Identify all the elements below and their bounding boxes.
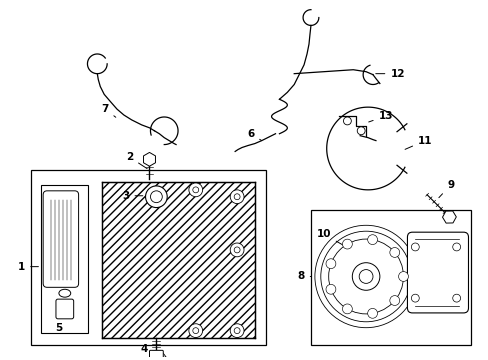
Text: 11: 11 — [404, 136, 431, 149]
Circle shape — [234, 328, 240, 334]
Circle shape — [325, 259, 335, 269]
Circle shape — [410, 243, 418, 251]
Circle shape — [192, 187, 198, 193]
Bar — [31, 170, 265, 345]
Text: 12: 12 — [375, 69, 404, 79]
Bar — [310, 210, 470, 345]
Circle shape — [192, 328, 198, 334]
Ellipse shape — [59, 289, 71, 297]
Circle shape — [314, 225, 416, 328]
Bar — [102, 182, 254, 338]
Circle shape — [230, 243, 244, 257]
Text: 1: 1 — [18, 262, 39, 272]
Circle shape — [357, 127, 365, 135]
Text: 4: 4 — [141, 345, 156, 354]
Text: 9: 9 — [438, 180, 453, 198]
Circle shape — [234, 247, 240, 253]
FancyBboxPatch shape — [149, 350, 163, 360]
Circle shape — [325, 284, 335, 294]
Bar — [41, 185, 88, 333]
Text: 8: 8 — [297, 271, 310, 282]
Circle shape — [410, 294, 418, 302]
Text: 3: 3 — [122, 191, 142, 201]
FancyBboxPatch shape — [56, 299, 74, 319]
Circle shape — [359, 270, 372, 283]
Circle shape — [343, 117, 350, 125]
Circle shape — [234, 194, 240, 200]
Text: 10: 10 — [316, 229, 343, 246]
Circle shape — [230, 190, 244, 204]
Circle shape — [342, 304, 351, 314]
Circle shape — [188, 324, 202, 338]
Circle shape — [145, 186, 167, 208]
FancyBboxPatch shape — [43, 191, 79, 287]
Circle shape — [367, 235, 377, 244]
Circle shape — [389, 248, 399, 257]
Circle shape — [188, 183, 202, 197]
Text: 6: 6 — [247, 129, 261, 141]
FancyBboxPatch shape — [407, 232, 468, 313]
Text: 5: 5 — [55, 311, 64, 333]
Circle shape — [398, 271, 407, 282]
Circle shape — [452, 243, 460, 251]
Polygon shape — [149, 353, 166, 357]
Text: 13: 13 — [368, 111, 392, 122]
Circle shape — [150, 191, 162, 203]
Circle shape — [328, 239, 403, 314]
Text: 7: 7 — [102, 104, 116, 117]
Circle shape — [342, 239, 351, 249]
Circle shape — [389, 296, 399, 305]
Circle shape — [367, 309, 377, 318]
Circle shape — [320, 231, 410, 322]
Circle shape — [351, 263, 379, 290]
Circle shape — [452, 294, 460, 302]
Text: 2: 2 — [126, 152, 147, 168]
Circle shape — [230, 324, 244, 338]
